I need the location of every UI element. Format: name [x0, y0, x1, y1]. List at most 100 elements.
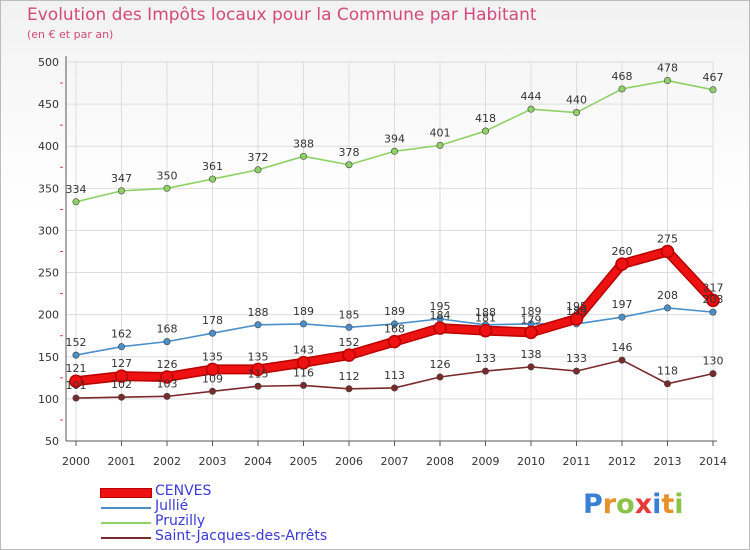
data-point-saint-jacques-des-arr-ts [254, 382, 262, 390]
legend-label-saint-jacques-des-arr-ts: Saint-Jacques-des-Arrêts [155, 528, 328, 544]
data-point-saint-jacques-des-arr-ts [345, 385, 353, 393]
data-point-saint-jacques-des-arr-ts [390, 384, 398, 392]
y-tick-label: 450 [38, 98, 59, 111]
data-label-saint-jacques-des-arr-ts: 133 [475, 352, 496, 365]
data-label-pruzilly: 468 [612, 70, 633, 83]
logo-letter: o [616, 489, 635, 520]
data-label-julli-: 189 [384, 305, 405, 318]
data-point-pruzilly [436, 141, 444, 149]
logo-letter: i [652, 489, 662, 520]
data-label-cenves: 195 [566, 300, 587, 313]
data-label-julli-: 188 [248, 306, 269, 319]
data-label-cenves: 184 [430, 309, 451, 322]
data-point-pruzilly [618, 85, 626, 93]
data-point-pruzilly [390, 147, 398, 155]
data-label-cenves: 143 [293, 344, 314, 357]
data-point-julli- [299, 320, 307, 328]
data-label-saint-jacques-des-arr-ts: 118 [657, 365, 678, 378]
data-label-pruzilly: 350 [157, 169, 178, 182]
data-label-cenves: 217 [703, 281, 724, 294]
data-point-pruzilly [345, 161, 353, 169]
data-point-julli- [254, 321, 262, 329]
x-tick-label: 2001 [108, 455, 136, 468]
data-point-cenves [296, 355, 311, 370]
data-label-julli-: 189 [293, 305, 314, 318]
data-label-pruzilly: 444 [521, 90, 542, 103]
data-label-saint-jacques-des-arr-ts: 138 [521, 348, 542, 361]
data-label-saint-jacques-des-arr-ts: 109 [202, 372, 223, 385]
logo-letter: i [674, 489, 684, 520]
data-label-cenves: 275 [657, 233, 678, 246]
data-point-julli- [345, 323, 353, 331]
data-point-saint-jacques-des-arr-ts [481, 367, 489, 375]
x-tick-label: 2010 [517, 455, 545, 468]
data-label-saint-jacques-des-arr-ts: 103 [157, 377, 178, 390]
data-point-pruzilly [527, 105, 535, 113]
data-point-saint-jacques-des-arr-ts [163, 392, 171, 400]
data-point-cenves [569, 312, 584, 326]
data-label-julli-: 178 [202, 314, 223, 327]
data-label-saint-jacques-des-arr-ts: 113 [384, 369, 405, 382]
legend-swatch-pruzilly [101, 522, 151, 524]
data-point-julli- [118, 343, 126, 351]
y-tick-label: 300 [38, 224, 59, 237]
data-point-julli- [72, 351, 80, 359]
data-label-pruzilly: 334 [66, 183, 87, 196]
data-point-pruzilly [709, 86, 717, 94]
x-tick-label: 2013 [654, 455, 682, 468]
legend-label-pruzilly: Pruzilly [155, 513, 206, 529]
data-point-pruzilly [299, 152, 307, 160]
data-point-pruzilly [572, 109, 580, 117]
x-tick-label: 2014 [699, 455, 727, 468]
data-point-pruzilly [72, 198, 80, 206]
data-label-cenves: 152 [339, 336, 360, 349]
legend-swatch-cenves [101, 489, 151, 497]
x-tick-label: 2011 [563, 455, 591, 468]
data-label-saint-jacques-des-arr-ts: 101 [66, 379, 87, 392]
data-label-julli-: 152 [66, 336, 87, 349]
data-point-cenves [114, 369, 129, 383]
data-label-pruzilly: 440 [566, 94, 587, 107]
data-label-cenves: 135 [248, 350, 269, 363]
y-tick-label: 150 [38, 351, 59, 364]
data-label-cenves: 168 [384, 323, 405, 336]
y-tick-label: 350 [38, 182, 59, 195]
data-label-pruzilly: 418 [475, 112, 496, 125]
data-point-saint-jacques-des-arr-ts [299, 381, 307, 389]
data-point-saint-jacques-des-arr-ts [709, 370, 717, 378]
data-point-saint-jacques-des-arr-ts [118, 393, 126, 401]
data-label-pruzilly: 388 [293, 137, 314, 150]
data-label-cenves: 127 [111, 357, 132, 370]
data-label-saint-jacques-des-arr-ts: 146 [612, 341, 633, 354]
data-label-saint-jacques-des-arr-ts: 130 [703, 355, 724, 368]
data-label-julli-: 188 [475, 306, 496, 319]
data-label-julli-: 189 [566, 305, 587, 318]
data-label-julli-: 195 [430, 300, 451, 313]
data-point-cenves [342, 348, 356, 362]
data-label-julli-: 168 [157, 323, 178, 336]
data-point-saint-jacques-des-arr-ts [72, 394, 80, 402]
data-point-pruzilly [209, 175, 217, 183]
data-point-saint-jacques-des-arr-ts [663, 380, 671, 388]
data-label-cenves: 179 [521, 313, 542, 326]
data-label-saint-jacques-des-arr-ts: 116 [293, 366, 314, 379]
data-label-julli-: 203 [703, 293, 724, 306]
data-point-cenves [706, 293, 720, 308]
data-label-cenves: 260 [612, 245, 633, 258]
data-point-pruzilly [254, 166, 262, 174]
data-label-pruzilly: 347 [111, 172, 132, 185]
data-point-cenves [251, 362, 265, 377]
data-label-pruzilly: 372 [248, 151, 269, 164]
data-point-cenves [660, 244, 675, 259]
data-point-saint-jacques-des-arr-ts [572, 367, 580, 375]
data-point-saint-jacques-des-arr-ts [527, 363, 535, 371]
logo-letter: r [602, 489, 617, 520]
data-label-cenves: 181 [475, 312, 496, 325]
data-label-pruzilly: 394 [384, 132, 405, 145]
data-label-saint-jacques-des-arr-ts: 133 [566, 352, 587, 365]
data-label-julli-: 197 [612, 298, 633, 311]
data-point-cenves [433, 321, 447, 335]
proxiti-logo: Proxiti [583, 489, 684, 520]
